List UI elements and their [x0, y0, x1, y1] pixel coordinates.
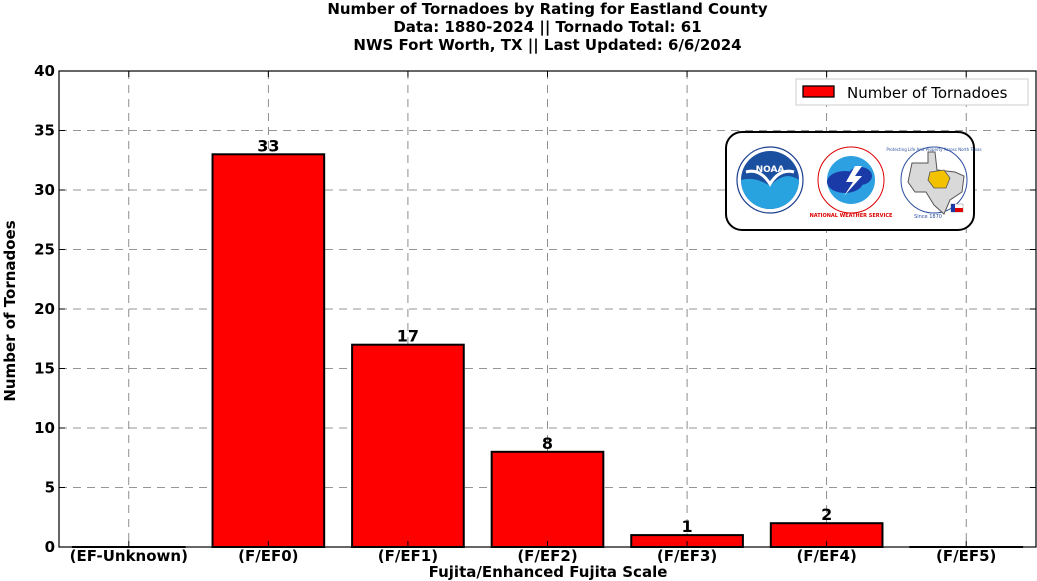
- chart-title: Number of Tornadoes by Rating for Eastla…: [59, 0, 1036, 54]
- chart-title-line-1: Number of Tornadoes by Rating for Eastla…: [327, 0, 768, 18]
- x-axis-label: Fujita/Enhanced Fujita Scale: [429, 563, 668, 581]
- nws-logo-text: NATIONAL WEATHER SERVICE: [810, 213, 893, 219]
- noaa-logo-text: NOAA: [756, 165, 785, 175]
- y-tick-label: 40: [34, 62, 55, 80]
- legend-label: Number of Tornadoes: [847, 84, 1008, 102]
- data-label: 1: [682, 517, 693, 536]
- x-tick-label: (F/EF5): [936, 547, 996, 565]
- data-label: 2: [821, 505, 832, 524]
- chart-title-line-3: NWS Fort Worth, TX || Last Updated: 6/6/…: [353, 36, 742, 54]
- nws-logo: NATIONAL WEATHER SERVICE: [810, 146, 893, 219]
- bar-4: [490, 450, 605, 548]
- y-tick-label: 15: [34, 360, 55, 378]
- x-tick-label: (F/EF0): [238, 547, 298, 565]
- x-tick-label: (F/EF4): [796, 547, 856, 565]
- data-label: 17: [397, 327, 419, 346]
- y-axis-label: Number of Tornadoes: [1, 220, 19, 401]
- texas-logo-text: Protecting Life And Property Across Nort…: [886, 147, 981, 152]
- y-tick-label: 5: [45, 479, 55, 497]
- y-tick-label: 25: [34, 241, 55, 259]
- y-tick-label: 20: [34, 300, 55, 318]
- y-tick-label: 0: [45, 538, 55, 556]
- y-tick-label: 35: [34, 122, 55, 140]
- agency-logos: NOAA NATIONAL WEATHER SERVICE Protecting…: [725, 131, 982, 231]
- chart-title-line-2: Data: 1880-2024 || Tornado Total: 61: [393, 18, 702, 36]
- texas-logo-since: Since 1870: [914, 214, 942, 220]
- axis-ticks: 0 5 10 15 20 25 30 35 40 (EF-Unknown) (F/EF0) (F/EF…: [34, 62, 1036, 565]
- x-tick-label: (F/EF3): [657, 547, 717, 565]
- data-label: 8: [542, 434, 553, 453]
- legend: Number of Tornadoes: [795, 78, 1029, 106]
- noaa-logo: NOAA: [736, 146, 804, 214]
- x-tick-label: (EF-Unknown): [70, 547, 188, 565]
- legend-swatch: [802, 85, 835, 98]
- legend-frame: [795, 78, 1029, 106]
- x-tick-label: (F/EF2): [517, 547, 577, 565]
- texas-logo: Protecting Life And Property Across Nort…: [886, 146, 982, 220]
- data-label: 33: [257, 136, 279, 155]
- x-tick-label: (F/EF1): [378, 547, 438, 565]
- bar-2: [211, 153, 326, 549]
- y-tick-label: 10: [34, 419, 55, 437]
- bar-3: [351, 343, 465, 549]
- data-labels: 33 17 8 1 2: [257, 136, 832, 536]
- y-tick-label: 30: [34, 181, 55, 199]
